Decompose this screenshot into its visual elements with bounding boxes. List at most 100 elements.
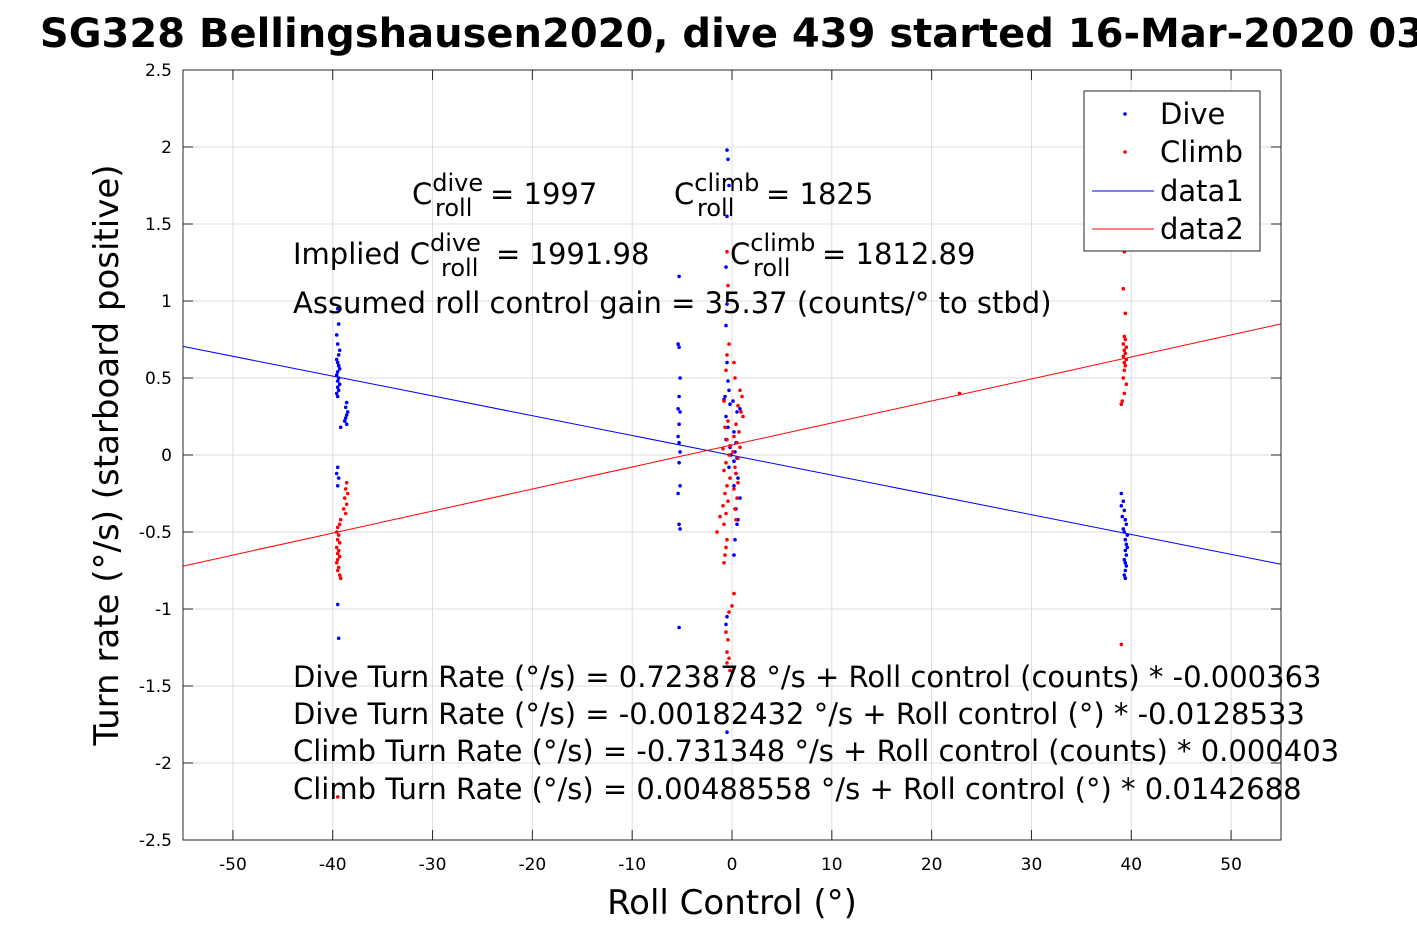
dive-point xyxy=(735,410,739,414)
x-tick-label: 30 xyxy=(1021,855,1043,875)
x-tick-label: -10 xyxy=(618,855,646,875)
climb-point xyxy=(727,342,731,346)
x-tick-label: -40 xyxy=(319,855,347,875)
series-layer xyxy=(183,148,1281,799)
dive-point xyxy=(335,370,340,374)
y-tick-label: 1 xyxy=(161,292,172,312)
dive-point xyxy=(676,434,680,439)
dive-point xyxy=(334,373,339,377)
climb-point xyxy=(736,480,740,485)
c-roll-climb-sup: climb xyxy=(694,169,759,197)
dive-point xyxy=(726,157,730,162)
climb-point xyxy=(718,514,722,519)
climb-point xyxy=(338,576,343,580)
y-tick-labels: -2.5 -2 -1.5 -1 -0.5 0 0.5 1 1.5 2 2.5 xyxy=(139,61,172,851)
climb-point xyxy=(732,434,736,439)
climb-point xyxy=(334,545,339,550)
dive-point xyxy=(678,410,682,414)
climb-point xyxy=(335,525,340,530)
legend-dive-marker xyxy=(1123,112,1127,116)
dive-point xyxy=(725,148,729,152)
dive-point xyxy=(732,430,736,434)
implied-climb-value: = 1812.89 xyxy=(822,237,975,271)
dive-point xyxy=(724,622,728,627)
climb-point xyxy=(732,360,736,365)
climb-point xyxy=(728,476,732,480)
climb-point xyxy=(724,460,728,465)
annotation-climb-eq-counts: Climb Turn Rate (°/s) = -0.731348 °/s + … xyxy=(293,734,1339,768)
dive-point xyxy=(1121,527,1126,531)
climb-point xyxy=(338,517,343,522)
dive-point xyxy=(1122,573,1127,577)
dive-point xyxy=(728,402,732,407)
dive-point xyxy=(676,491,680,496)
climb-point xyxy=(733,376,737,380)
tick-marks xyxy=(183,69,1281,841)
climb-point xyxy=(726,283,730,288)
y-tick-label: 1.5 xyxy=(145,215,172,235)
climb-point xyxy=(1122,334,1127,339)
x-tick-label: -20 xyxy=(518,855,546,875)
climb-point xyxy=(738,445,742,450)
dive-point xyxy=(725,614,729,619)
dive-point xyxy=(1120,514,1125,519)
climb-point xyxy=(725,353,729,357)
dive-point xyxy=(725,360,729,365)
climb-point xyxy=(1122,391,1127,396)
dive-point xyxy=(676,407,680,411)
dive-point xyxy=(344,413,349,417)
dive-point xyxy=(337,367,342,371)
dive-point xyxy=(1123,568,1128,573)
climb-point xyxy=(725,537,729,542)
climb-point xyxy=(715,530,719,534)
annotation-dive-eq-counts: Dive Turn Rate (°/s) = 0.723878 °/s + Ro… xyxy=(293,660,1321,694)
climb-point xyxy=(740,394,744,399)
c-roll-dive-sub: roll xyxy=(435,194,472,222)
climb-point xyxy=(1122,348,1127,353)
climb-point xyxy=(1122,360,1127,365)
climb-point xyxy=(344,480,349,485)
dive-point xyxy=(1125,545,1130,550)
dive-point xyxy=(725,730,729,734)
implied-climb-sup: climb xyxy=(750,229,815,257)
y-tick-label: 0.5 xyxy=(145,369,172,389)
dive-point xyxy=(1122,530,1127,534)
climb-point xyxy=(957,391,962,396)
dive-point xyxy=(336,363,341,368)
implied-dive-sup: dive xyxy=(430,229,481,257)
climb-point xyxy=(741,414,745,419)
dive-point xyxy=(336,353,341,357)
implied-climb-sub: roll xyxy=(753,254,790,282)
climb-point xyxy=(341,507,346,511)
dive-point xyxy=(335,385,340,390)
climb-point xyxy=(337,541,342,545)
climb-point xyxy=(336,565,341,570)
climb-point xyxy=(343,487,348,491)
climb-point xyxy=(1123,311,1128,316)
dive-point xyxy=(334,357,339,362)
climb-point xyxy=(1120,399,1125,403)
y-tick-label: -2.5 xyxy=(139,831,172,851)
implied-climb-base: C xyxy=(730,237,750,271)
dive-point xyxy=(724,323,728,328)
y-axis-label: Turn rate (°/s) (starboard positive) xyxy=(87,164,127,746)
dive-point xyxy=(1119,504,1124,508)
climb-point xyxy=(723,553,727,557)
climb-point xyxy=(738,388,742,393)
dive-point xyxy=(677,522,681,527)
climb-point xyxy=(1119,402,1124,407)
x-tick-label: 40 xyxy=(1120,855,1142,875)
dive-point xyxy=(342,419,347,423)
x-tick-label: -50 xyxy=(219,855,247,875)
climb-point xyxy=(721,504,725,508)
dive-point xyxy=(337,382,342,387)
climb-point xyxy=(1121,342,1126,346)
y-tick-label: 2 xyxy=(161,138,172,158)
dive-point xyxy=(677,440,681,445)
dive-point xyxy=(337,348,342,353)
implied-dive-sub: roll xyxy=(441,254,478,282)
legend: Dive Climb data1 data2 xyxy=(1083,90,1261,252)
dive-point xyxy=(335,602,340,607)
svg-text:Cclimb: Cclimb xyxy=(674,169,759,211)
climb-point xyxy=(1124,357,1129,362)
